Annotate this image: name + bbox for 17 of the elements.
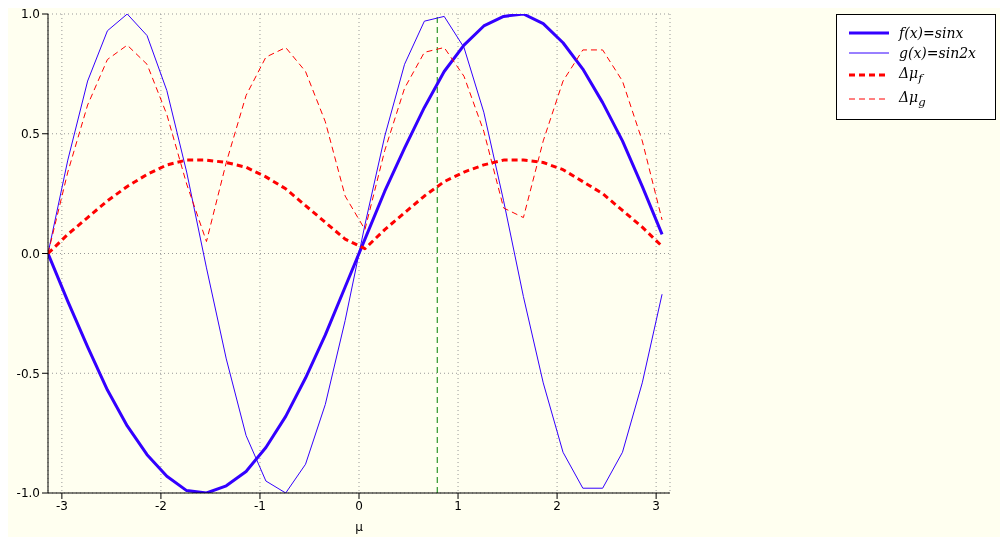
y-tick-label: 1.0 [20, 7, 40, 22]
x-tick-label: -2 [154, 498, 167, 513]
x-tick-label: 1 [454, 498, 462, 513]
x-tick-label: 0 [355, 498, 363, 513]
x-tick-label: -1 [253, 498, 266, 513]
y-tick-label: 0.5 [20, 127, 40, 142]
y-tick-label: -0.5 [16, 366, 40, 381]
legend-label: Δμ$_{f}$ [899, 65, 923, 85]
x-tick-label: 3 [652, 498, 660, 513]
x-axis-title: μ [355, 520, 364, 534]
y-tick-label: 0.0 [20, 246, 40, 261]
legend-label: Δμ$_{g}$ [899, 88, 926, 109]
x-tick-label: -3 [55, 498, 68, 513]
x-tick-label: 2 [553, 498, 561, 513]
legend-label: f(x)=sinx [899, 25, 964, 41]
legend-label: g(x)=sin2x [899, 45, 976, 61]
y-tick-label: -1.0 [16, 486, 40, 501]
